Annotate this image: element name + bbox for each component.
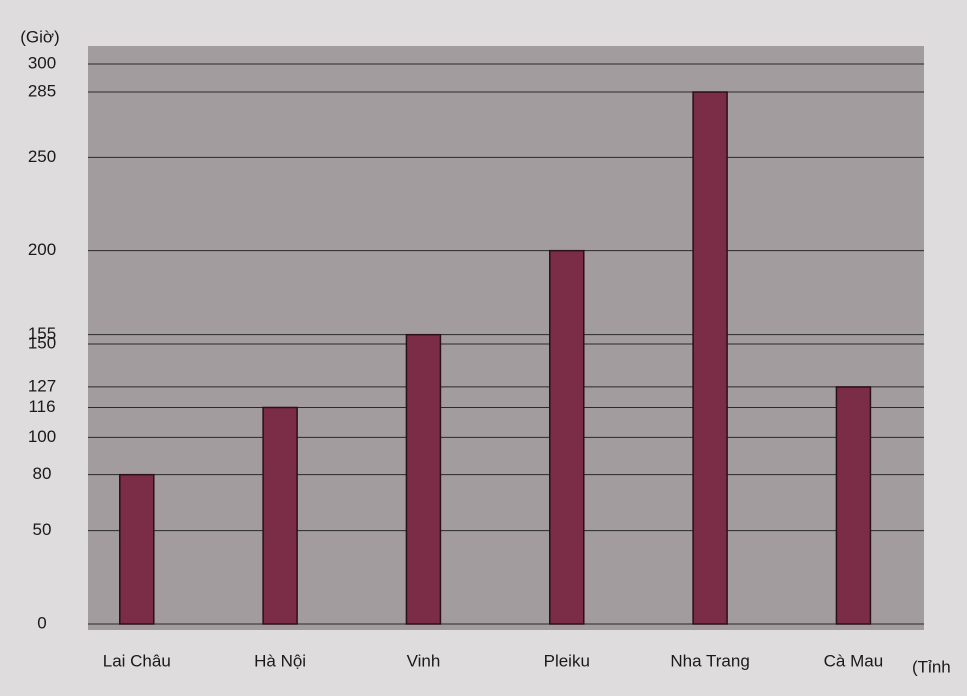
y-tick-label: 80 <box>33 464 52 483</box>
x-tick-label: Cà Mau <box>824 651 884 670</box>
y-tick-label: 150 <box>28 333 56 352</box>
x-tick-label: Vinh <box>407 651 441 670</box>
y-tick-label: 250 <box>28 147 56 166</box>
y-tick-label: 50 <box>33 520 52 539</box>
y-tick-label: 155 <box>28 324 56 343</box>
x-tick-label: Hà Nội <box>254 651 306 670</box>
bar <box>262 406 298 625</box>
y-tick-label: 285 <box>28 81 56 100</box>
x-tick-label: Lai Châu <box>103 651 171 670</box>
x-tick-label: Nha Trang <box>670 651 749 670</box>
bar <box>835 386 872 625</box>
x-tick-label: Pleiku <box>544 651 590 670</box>
y-tick-label: 127 <box>28 376 56 395</box>
plot-area <box>88 46 924 630</box>
y-tick-label: 300 <box>28 53 56 72</box>
y-tick-label: 100 <box>28 427 56 446</box>
y-tick-label: 116 <box>28 397 55 416</box>
y-tick-label: 200 <box>28 240 56 259</box>
bar <box>119 473 155 625</box>
y-tick-label: 0 <box>37 613 46 632</box>
bar <box>405 333 442 625</box>
y-axis-label: (Giờ) <box>20 27 59 46</box>
bar <box>549 249 585 625</box>
bar <box>692 91 728 625</box>
x-axis-label: (Tỉnh <box>912 657 951 676</box>
